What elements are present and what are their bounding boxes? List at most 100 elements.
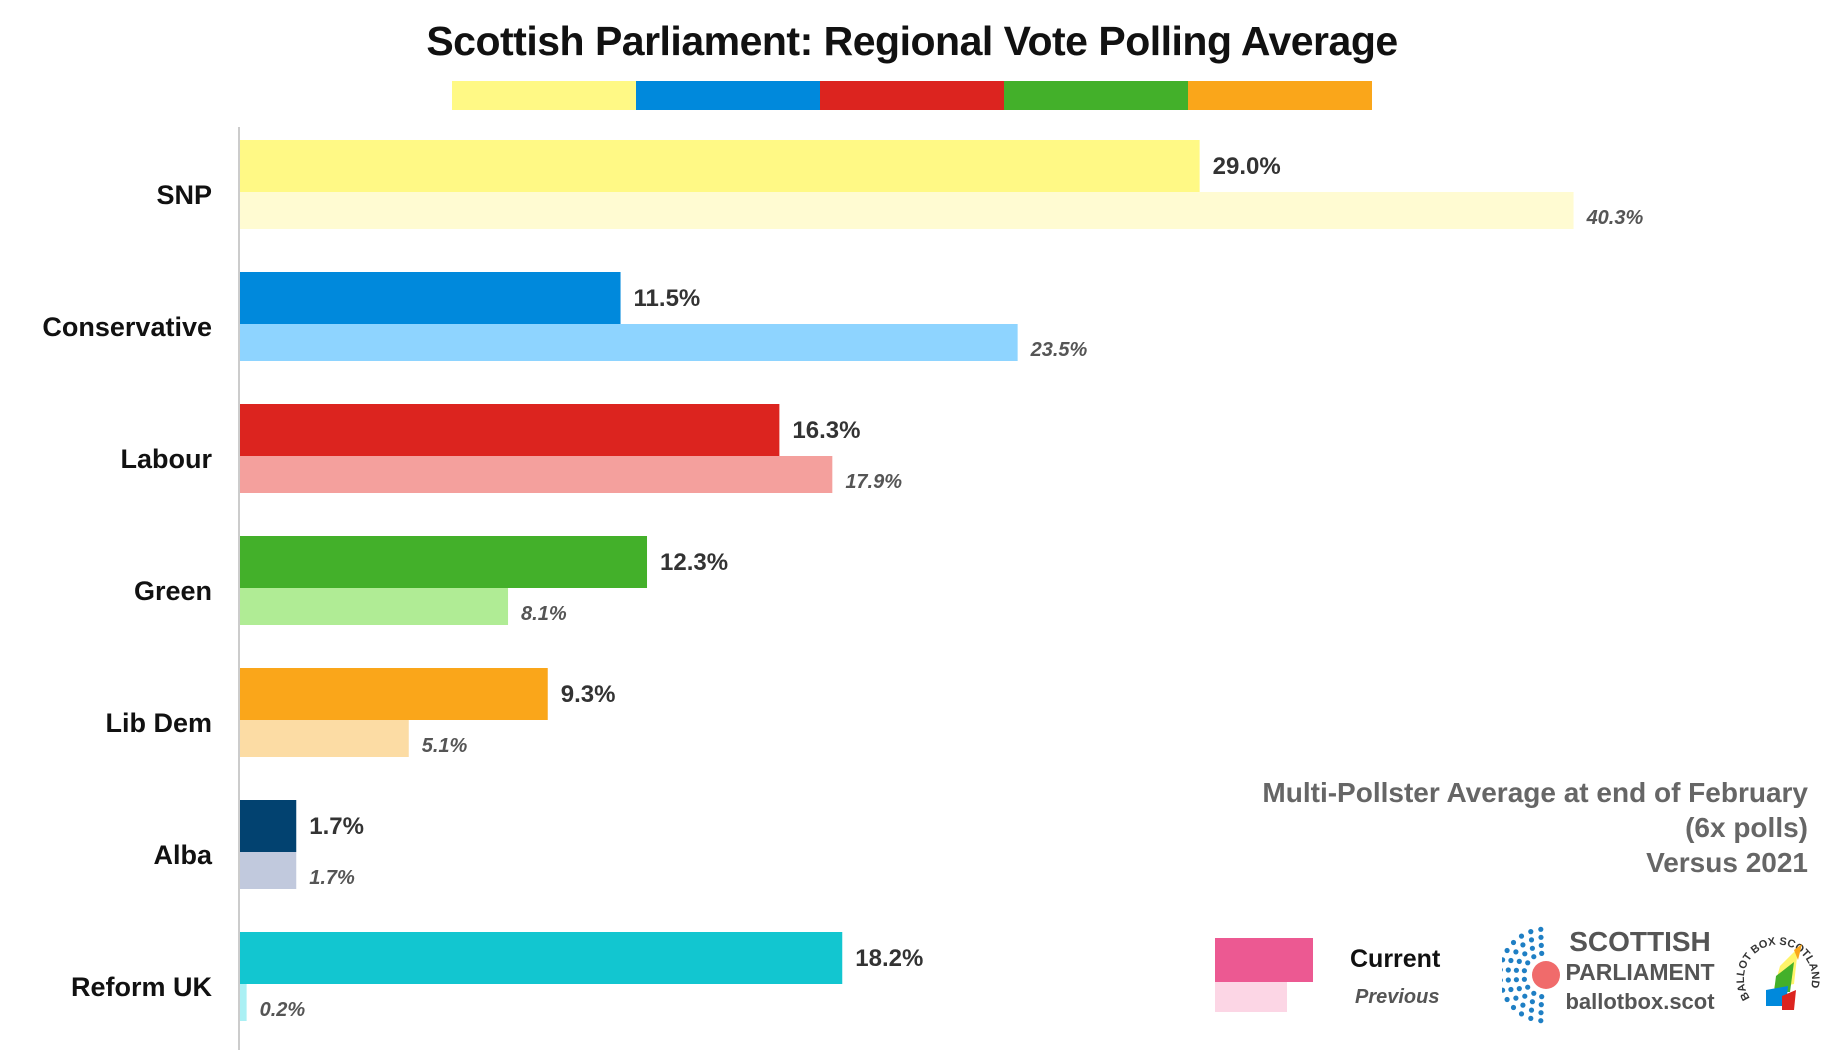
seat-dot-26 <box>1538 942 1544 948</box>
seat-dot-8 <box>1502 987 1506 993</box>
value-label-previous-lib-dem: 5.1% <box>422 735 468 757</box>
category-label-conservative: Conservative <box>42 312 212 342</box>
seat-dot-35 <box>1538 1002 1544 1008</box>
legend-previous-label: Previous <box>1355 986 1440 1008</box>
stripe-segment-1 <box>452 81 636 110</box>
seat-dot-42 <box>1531 990 1537 996</box>
brand-line-1: SCOTTISH <box>1569 926 1711 957</box>
seat-dot-18 <box>1508 957 1514 964</box>
seat-dot-9 <box>1504 996 1510 1003</box>
seat-dot-40 <box>1521 976 1527 982</box>
seat-dot-20 <box>1505 977 1511 983</box>
bar-previous-snp <box>240 192 1574 229</box>
stripe-segment-3 <box>820 81 1004 110</box>
seat-dot-14 <box>1538 934 1544 940</box>
value-label-current-labour: 16.3% <box>792 417 860 444</box>
seat-dot-36 <box>1539 950 1545 956</box>
seat-dot-12 <box>1528 1015 1534 1021</box>
value-label-current-snp: 29.0% <box>1213 153 1281 180</box>
legend-previous-swatch <box>1215 982 1287 1012</box>
bar-current-labour <box>240 404 780 456</box>
value-label-current-reform-uk: 18.2% <box>855 945 923 972</box>
value-label-previous-reform-uk: 0.2% <box>260 999 306 1021</box>
seat-dot-43 <box>1539 994 1545 1000</box>
category-label-lib-dem: Lib Dem <box>105 708 212 738</box>
seat-dot-23 <box>1520 1002 1526 1008</box>
value-label-previous-green: 8.1% <box>521 603 567 625</box>
seat-dot-21 <box>1508 986 1514 993</box>
seat-dot-30 <box>1513 967 1519 973</box>
category-label-snp: SNP <box>156 180 212 210</box>
category-label-reform-uk: Reform UK <box>71 972 213 1002</box>
seat-dot-6 <box>1502 967 1503 972</box>
badge-flag-orange <box>1794 944 1802 960</box>
bar-previous-labour <box>240 456 833 493</box>
value-label-current-alba: 1.7% <box>309 813 364 840</box>
stripe-segment-5 <box>1188 81 1372 110</box>
brand-text: SCOTTISH PARLIAMENT ballotbox.scot <box>1560 927 1720 1017</box>
seat-dot-34 <box>1529 999 1535 1005</box>
seat-dot-32 <box>1516 986 1522 992</box>
seat-dot-10 <box>1510 1004 1517 1011</box>
seat-dot-11 <box>1518 1011 1525 1017</box>
category-label-labour: Labour <box>121 444 213 474</box>
seat-dot-29 <box>1516 958 1522 964</box>
badge-flag-green <box>1774 962 1794 992</box>
chart-title: Scottish Parliament: Regional Vote Polli… <box>426 18 1398 64</box>
bar-previous-lib-dem <box>240 720 409 757</box>
bar-previous-reform-uk <box>240 984 247 1021</box>
seat-dot-17 <box>1513 949 1519 955</box>
seat-dot-7 <box>1502 978 1503 983</box>
seat-dot-3 <box>1510 939 1517 946</box>
seat-dot-0 <box>1538 926 1544 932</box>
seat-dot-33 <box>1522 993 1528 999</box>
bar-current-reform-uk <box>240 932 843 984</box>
value-label-current-lib-dem: 9.3% <box>561 681 616 708</box>
stripe-segment-4 <box>1004 81 1188 110</box>
value-label-previous-labour: 17.9% <box>845 471 902 493</box>
legend-current-swatch <box>1215 938 1313 982</box>
seat-dot-19 <box>1505 967 1511 973</box>
seat-dot-16 <box>1520 942 1526 948</box>
seat-dot-2 <box>1518 933 1525 939</box>
value-label-previous-snp: 40.3% <box>1586 207 1644 229</box>
seat-dot-39 <box>1521 968 1527 974</box>
badge-flag-red <box>1782 990 1796 1010</box>
seat-dot-24 <box>1528 1007 1535 1013</box>
note-line-3: Versus 2021 <box>1646 847 1808 878</box>
brand-line-2: PARLIAMENT <box>1565 959 1715 985</box>
value-label-previous-conservative: 23.5% <box>1030 339 1088 361</box>
bar-previous-conservative <box>240 324 1018 361</box>
seat-dot-4 <box>1504 947 1510 954</box>
seat-dot-22 <box>1513 995 1519 1001</box>
bar-current-lib-dem <box>240 668 548 720</box>
value-label-previous-alba: 1.7% <box>309 867 355 889</box>
seat-dot-15 <box>1528 937 1535 943</box>
seat-dot-31 <box>1513 977 1519 983</box>
value-label-current-conservative: 11.5% <box>634 285 701 312</box>
bar-current-conservative <box>240 272 621 324</box>
bar-current-green <box>240 536 648 588</box>
parliament-seats-logo <box>1502 926 1560 1024</box>
bar-current-snp <box>240 140 1200 192</box>
seat-dot-1 <box>1528 929 1534 935</box>
category-label-alba: Alba <box>153 840 212 870</box>
category-label-green: Green <box>134 576 212 606</box>
note-line-1: Multi-Pollster Average at end of Februar… <box>1262 777 1808 808</box>
bar-previous-alba <box>240 852 297 889</box>
seat-dot-13 <box>1538 1018 1544 1024</box>
ballot-box-scotland-logo: BALLOT BOX SCOTLAND <box>1736 936 1820 1010</box>
seat-dot-5 <box>1502 957 1506 963</box>
bar-current-alba <box>240 800 297 852</box>
brand-website: ballotbox.scot <box>1565 989 1715 1014</box>
value-label-current-green: 12.3% <box>660 549 728 576</box>
legend-current-label: Current <box>1350 945 1441 973</box>
seat-dot-28 <box>1522 951 1528 957</box>
seat-dot-37 <box>1531 954 1537 960</box>
seat-dot-27 <box>1529 945 1535 951</box>
party-color-stripe <box>452 81 1372 110</box>
chart-note: Multi-Pollster Average at end of Februar… <box>1262 775 1808 880</box>
seat-dot-38 <box>1525 960 1531 966</box>
bar-previous-green <box>240 588 509 625</box>
